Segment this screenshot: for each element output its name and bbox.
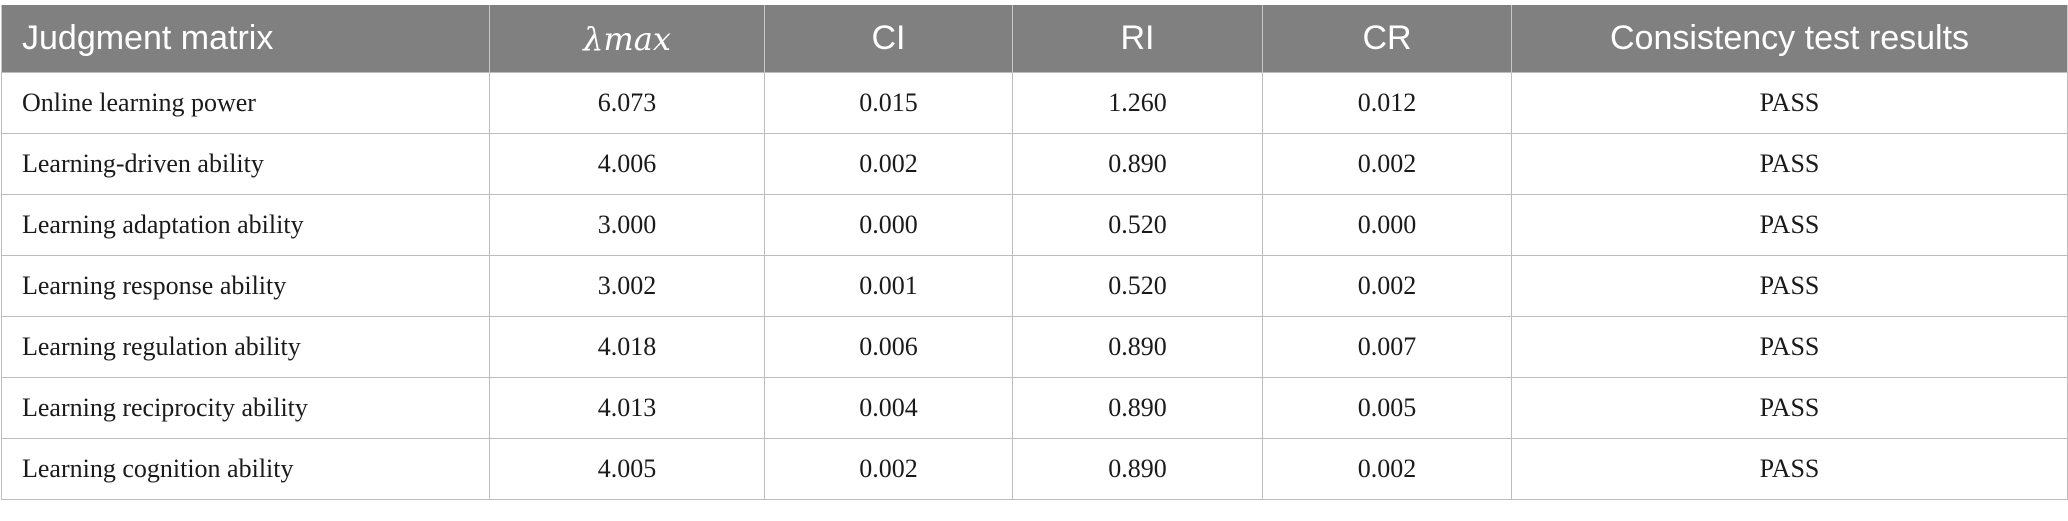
cell-result: PASS <box>1511 438 2068 500</box>
header-cr: CR <box>1262 5 1512 73</box>
cell-judgment-matrix: Learning reciprocity ability <box>1 377 490 439</box>
cell-ri: 0.890 <box>1012 133 1263 195</box>
header-ci: CI <box>764 5 1013 73</box>
cell-ci: 0.006 <box>764 316 1013 378</box>
cell-lambda-max: 4.013 <box>489 377 765 439</box>
cell-judgment-matrix: Learning regulation ability <box>1 316 490 378</box>
cell-ri: 1.260 <box>1012 72 1263 134</box>
cell-result: PASS <box>1511 255 2068 317</box>
header-lambda-max: λmax <box>489 5 765 73</box>
cell-judgment-matrix: Learning response ability <box>1 255 490 317</box>
header-consistency-test-results: Consistency test results <box>1511 5 2068 73</box>
header-judgment-matrix: Judgment matrix <box>1 5 490 73</box>
cell-lambda-max: 3.000 <box>489 194 765 256</box>
cell-ri: 0.520 <box>1012 194 1263 256</box>
table-row: Online learning power 6.073 0.015 1.260 … <box>1 72 2068 134</box>
cell-lambda-max: 4.005 <box>489 438 765 500</box>
cell-lambda-max: 4.018 <box>489 316 765 378</box>
cell-judgment-matrix: Learning adaptation ability <box>1 194 490 256</box>
cell-cr: 0.002 <box>1262 438 1512 500</box>
cell-judgment-matrix: Online learning power <box>1 72 490 134</box>
cell-result: PASS <box>1511 72 2068 134</box>
cell-result: PASS <box>1511 316 2068 378</box>
cell-lambda-max: 4.006 <box>489 133 765 195</box>
cell-cr: 0.002 <box>1262 133 1512 195</box>
cell-judgment-matrix: Learning-driven ability <box>1 133 490 195</box>
cell-ri: 0.890 <box>1012 377 1263 439</box>
table-row: Learning response ability 3.002 0.001 0.… <box>1 255 2068 317</box>
table-body: Online learning power 6.073 0.015 1.260 … <box>1 72 2068 500</box>
cell-ci: 0.002 <box>764 133 1013 195</box>
consistency-test-table: Judgment matrix λmax CI RI CR Consistenc… <box>1 5 2068 500</box>
table-row: Learning cognition ability 4.005 0.002 0… <box>1 438 2068 500</box>
cell-cr: 0.005 <box>1262 377 1512 439</box>
cell-cr: 0.012 <box>1262 72 1512 134</box>
cell-ri: 0.890 <box>1012 316 1263 378</box>
cell-ci: 0.004 <box>764 377 1013 439</box>
cell-lambda-max: 3.002 <box>489 255 765 317</box>
table-header: Judgment matrix λmax CI RI CR Consistenc… <box>1 5 2068 73</box>
table-row: Learning-driven ability 4.006 0.002 0.89… <box>1 133 2068 195</box>
header-ri: RI <box>1012 5 1263 73</box>
cell-ci: 0.000 <box>764 194 1013 256</box>
cell-cr: 0.007 <box>1262 316 1512 378</box>
cell-ci: 0.015 <box>764 72 1013 134</box>
cell-result: PASS <box>1511 194 2068 256</box>
cell-cr: 0.002 <box>1262 255 1512 317</box>
cell-result: PASS <box>1511 377 2068 439</box>
cell-ri: 0.520 <box>1012 255 1263 317</box>
table-row: Learning adaptation ability 3.000 0.000 … <box>1 194 2068 256</box>
cell-ci: 0.002 <box>764 438 1013 500</box>
table-row: Learning reciprocity ability 4.013 0.004… <box>1 377 2068 439</box>
cell-ci: 0.001 <box>764 255 1013 317</box>
cell-judgment-matrix: Learning cognition ability <box>1 438 490 500</box>
cell-cr: 0.000 <box>1262 194 1512 256</box>
cell-lambda-max: 6.073 <box>489 72 765 134</box>
cell-ri: 0.890 <box>1012 438 1263 500</box>
header-row: Judgment matrix λmax CI RI CR Consistenc… <box>1 5 2068 73</box>
table-row: Learning regulation ability 4.018 0.006 … <box>1 316 2068 378</box>
cell-result: PASS <box>1511 133 2068 195</box>
